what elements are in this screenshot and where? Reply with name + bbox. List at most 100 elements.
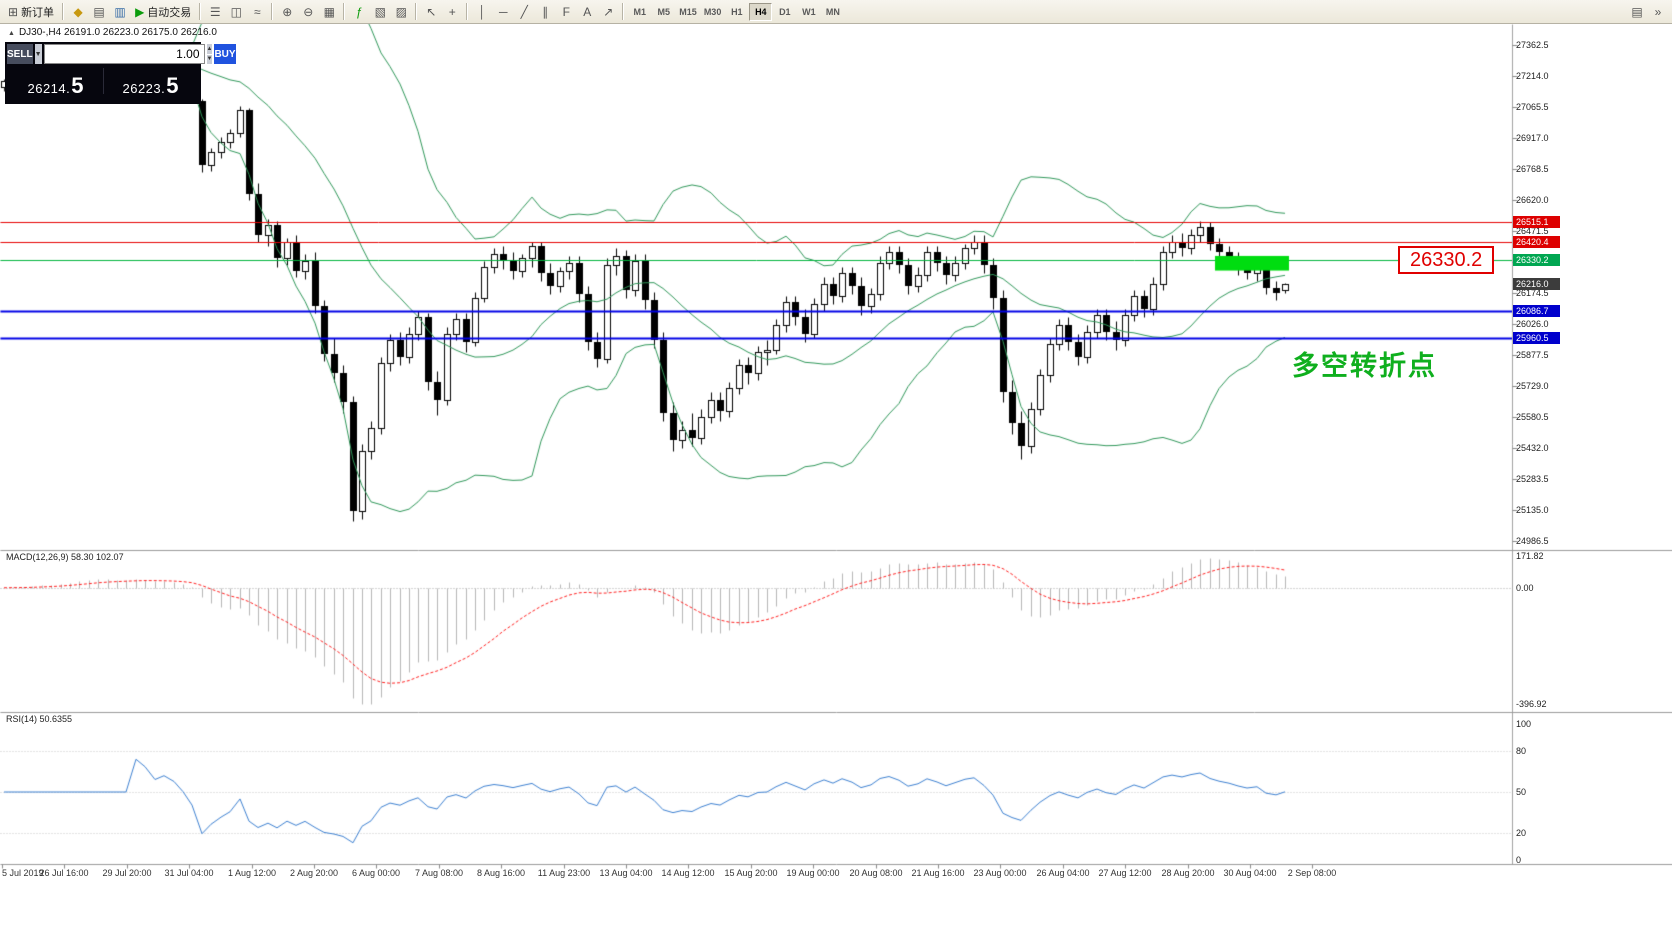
order-options-dropdown[interactable]: ▼ — [34, 44, 42, 64]
y-axis-label: 26471.5 — [1516, 226, 1549, 236]
time-axis-label: 30 Aug 04:00 — [1223, 868, 1277, 878]
zoom-out-icon: ⊖ — [303, 4, 314, 19]
y-axis-label: 26620.0 — [1516, 195, 1549, 205]
time-axis-label: 6 Aug 00:00 — [351, 868, 401, 878]
cursor-button[interactable]: ↖ — [421, 2, 441, 22]
price-level-badge: 26330.2 — [1513, 254, 1560, 266]
buy-button[interactable]: BUY — [214, 44, 236, 64]
print-button[interactable]: ▤ — [1627, 2, 1647, 22]
timeframe-m30-button[interactable]: M30 — [703, 6, 722, 17]
time-axis-label: 2 Aug 20:00 — [289, 868, 339, 878]
y-axis-label: 27065.5 — [1516, 102, 1549, 112]
templates-button[interactable]: ▨ — [391, 2, 411, 22]
time-axis-label: 31 Jul 04:00 — [164, 868, 214, 878]
candlestick-chart-icon: ◫ — [230, 4, 242, 19]
autotrading-button[interactable]: ▶ 自动交易 — [131, 2, 195, 22]
expert-advisors-button[interactable]: ◆ — [68, 2, 88, 22]
y-axis-label: 27362.5 — [1516, 40, 1549, 50]
y-axis-label: 26174.5 — [1516, 288, 1549, 298]
time-axis-label: 21 Aug 16:00 — [911, 868, 965, 878]
time-axis-label: 11 Aug 23:00 — [537, 868, 591, 878]
zoom-in-button[interactable]: ⊕ — [277, 2, 297, 22]
macd-indicator-label: MACD(12,26,9) 58.30 102.07 — [6, 552, 124, 562]
crosshair-button[interactable]: + — [442, 2, 462, 22]
time-axis-label: 14 Aug 12:00 — [661, 868, 715, 878]
y-axis-label: 26026.0 — [1516, 319, 1549, 329]
line-chart-button[interactable]: ≈ — [247, 2, 267, 22]
sell-button[interactable]: SELL — [7, 44, 33, 64]
vertical-line-icon: │ — [478, 4, 487, 19]
new-order-button-label: 新订单 — [21, 6, 55, 19]
toolbar-separator — [622, 3, 625, 20]
timeframe-d1-button[interactable]: D1 — [779, 6, 791, 17]
toolbar-more-button[interactable]: » — [1648, 2, 1668, 22]
time-axis-label: 7 Aug 08:00 — [414, 868, 464, 878]
new-order-button[interactable]: ⊞ 新订单 — [4, 2, 58, 22]
profile-icon: ▤ — [93, 4, 105, 19]
price-level-badge: 25960.5 — [1513, 332, 1560, 344]
data-window-button[interactable]: ▥ — [110, 2, 130, 22]
timeframe-w1-button[interactable]: W1 — [802, 6, 816, 17]
time-axis-label: 13 Aug 04:00 — [599, 868, 653, 878]
volume-input[interactable] — [43, 44, 205, 64]
trendline-icon: ╱ — [520, 4, 528, 19]
time-axis-label: 20 Aug 08:00 — [849, 868, 903, 878]
indicators-button[interactable]: ƒ — [349, 2, 369, 22]
crosshair-icon: + — [448, 4, 456, 19]
time-axis-label: 15 Aug 20:00 — [724, 868, 778, 878]
volume-down-icon[interactable]: ▼ — [206, 54, 213, 64]
bar-chart-button[interactable]: ☰ — [205, 2, 225, 22]
chart-profiles-button[interactable]: ▤ — [89, 2, 109, 22]
text-button[interactable]: A — [577, 2, 597, 22]
vertical-line-button[interactable]: │ — [472, 2, 492, 22]
time-axis-label: 28 Aug 20:00 — [1161, 868, 1215, 878]
horizontal-line-button[interactable]: ─ — [493, 2, 513, 22]
fibonacci-button[interactable]: F — [556, 2, 576, 22]
timeframe-h4-button[interactable]: H4 — [749, 2, 773, 21]
rsi-scale-label: 80 — [1516, 746, 1527, 756]
sell-price-main: 26214. — [27, 81, 71, 96]
bar-chart-icon: ☰ — [209, 4, 221, 19]
toolbar-separator — [343, 3, 346, 20]
buy-price-main: 26223. — [122, 81, 166, 96]
zoom-out-button[interactable]: ⊖ — [298, 2, 318, 22]
zoom-in-icon: ⊕ — [282, 4, 293, 19]
time-axis-label: 5 Jul 2019 — [2, 868, 44, 878]
toolbar-overflow-icon: » — [1654, 4, 1662, 19]
y-axis-label: 25135.0 — [1516, 505, 1549, 515]
price-level-badge: 26420.4 — [1513, 236, 1560, 248]
timeframe-m5-button[interactable]: M5 — [657, 6, 671, 17]
periods-button[interactable]: ▧ — [370, 2, 390, 22]
text-label-icon: A — [583, 4, 592, 19]
arrow-tools-button[interactable]: ↗ — [598, 2, 618, 22]
equidistant-channel-icon: ∥ — [542, 4, 549, 19]
horizontal-line-icon: ─ — [499, 4, 508, 19]
tile-windows-button[interactable]: ▦ — [319, 2, 339, 22]
buy-price[interactable]: 26223. 5 — [103, 73, 198, 98]
macd-scale-label: 0.00 — [1516, 583, 1534, 593]
volume-stepper[interactable]: ▲ ▼ — [206, 44, 213, 64]
volume-up-icon[interactable]: ▲ — [206, 44, 213, 54]
rsi-scale-label: 50 — [1516, 787, 1527, 797]
sell-price[interactable]: 26214. 5 — [8, 73, 103, 98]
trendline-button[interactable]: ╱ — [514, 2, 534, 22]
timeframe-m15-button[interactable]: M15 — [679, 6, 697, 17]
chart-annotation-text: 多空转折点 — [1292, 351, 1437, 381]
y-axis-label: 26768.5 — [1516, 164, 1549, 174]
toolbar-separator — [62, 3, 65, 20]
timeframe-h1-button[interactable]: H1 — [731, 6, 743, 17]
price-level-badge: 26515.1 — [1513, 216, 1560, 228]
candlestick-chart-button[interactable]: ◫ — [226, 2, 246, 22]
rsi-indicator-label: RSI(14) 50.6355 — [6, 714, 73, 724]
tile-windows-icon: ▦ — [323, 4, 335, 19]
sell-price-pips: 5 — [71, 73, 84, 98]
buy-price-pips: 5 — [166, 73, 179, 98]
timeframe-m1-button[interactable]: M1 — [633, 6, 647, 17]
rsi-scale-label: 0 — [1516, 855, 1522, 865]
symbol-ohlc-text: DJ30-,H4 26191.0 26223.0 26175.0 26216.0 — [18, 27, 217, 38]
timeframe-mn-button[interactable]: MN — [825, 6, 840, 17]
time-axis-label: 26 Jul 16:00 — [39, 868, 89, 878]
price-level-badge: 26086.7 — [1513, 305, 1560, 317]
channel-button[interactable]: ∥ — [535, 2, 555, 22]
